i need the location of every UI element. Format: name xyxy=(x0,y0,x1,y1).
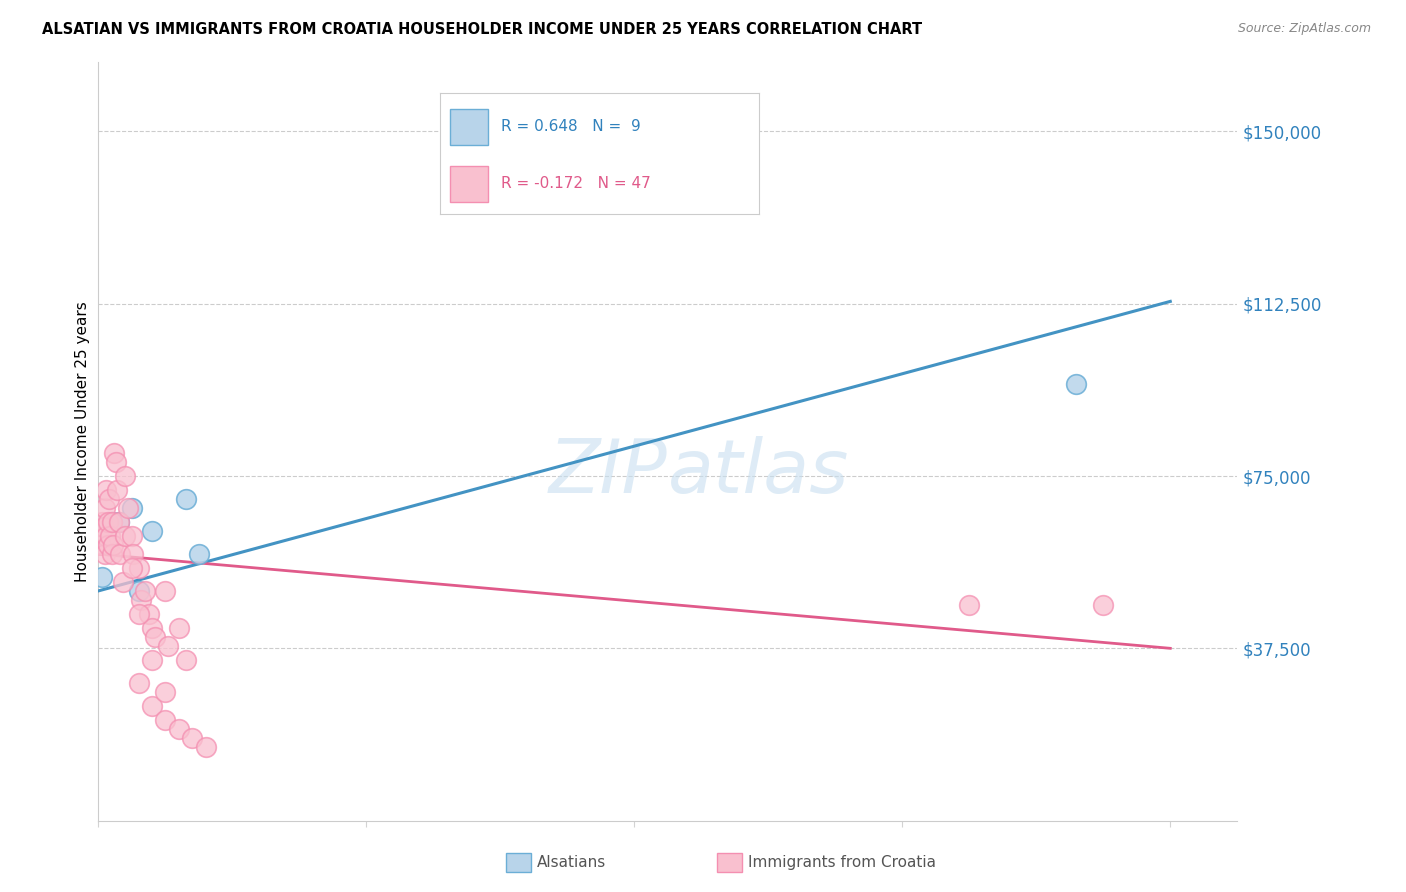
Point xyxy=(138,607,160,621)
Y-axis label: Householder Income Under 25 years: Householder Income Under 25 years xyxy=(75,301,90,582)
Text: Alsatians: Alsatians xyxy=(537,855,606,870)
Point xyxy=(128,583,150,598)
Point xyxy=(129,593,152,607)
Point xyxy=(155,685,177,699)
Point xyxy=(98,491,121,506)
Point xyxy=(94,501,117,516)
Point xyxy=(181,731,204,745)
Point xyxy=(108,547,131,561)
Point xyxy=(155,583,177,598)
Point xyxy=(107,515,129,529)
Point xyxy=(104,455,127,469)
Point xyxy=(101,515,124,529)
Point xyxy=(93,519,115,533)
Point xyxy=(128,607,150,621)
Point xyxy=(117,501,139,516)
Text: Immigrants from Croatia: Immigrants from Croatia xyxy=(748,855,936,870)
Text: Source: ZipAtlas.com: Source: ZipAtlas.com xyxy=(1237,22,1371,36)
Point xyxy=(143,630,166,644)
Point xyxy=(101,515,124,529)
Point xyxy=(1092,598,1115,612)
Point xyxy=(141,621,163,635)
Text: atlas: atlas xyxy=(668,436,849,508)
Point xyxy=(91,515,114,529)
Point xyxy=(105,483,128,497)
Point xyxy=(107,515,129,529)
Point xyxy=(167,722,190,736)
Point xyxy=(121,561,143,575)
Point xyxy=(957,598,980,612)
Point xyxy=(101,547,124,561)
Point xyxy=(91,570,114,584)
Point xyxy=(141,524,163,538)
Point xyxy=(157,639,180,653)
Point xyxy=(187,547,209,561)
Point xyxy=(100,529,122,543)
Text: ZIP: ZIP xyxy=(550,436,668,508)
Point xyxy=(103,446,125,460)
Point xyxy=(167,621,190,635)
Point xyxy=(111,574,134,589)
Point xyxy=(174,491,197,506)
Point xyxy=(141,653,163,667)
Point xyxy=(1066,377,1088,392)
Point xyxy=(97,515,120,529)
Point xyxy=(94,547,117,561)
Point xyxy=(194,740,217,755)
Point xyxy=(134,583,156,598)
Point xyxy=(121,501,143,516)
Point xyxy=(114,529,136,543)
Point xyxy=(174,653,197,667)
Point xyxy=(97,538,120,552)
Point xyxy=(96,483,118,497)
Point xyxy=(101,538,124,552)
Point xyxy=(155,713,177,727)
Point xyxy=(114,469,136,483)
Text: ALSATIAN VS IMMIGRANTS FROM CROATIA HOUSEHOLDER INCOME UNDER 25 YEARS CORRELATIO: ALSATIAN VS IMMIGRANTS FROM CROATIA HOUS… xyxy=(42,22,922,37)
Point xyxy=(128,675,150,690)
Point xyxy=(122,547,145,561)
Point xyxy=(96,529,118,543)
Point xyxy=(90,538,112,552)
Point xyxy=(128,561,150,575)
Point xyxy=(121,529,143,543)
Point xyxy=(141,698,163,713)
